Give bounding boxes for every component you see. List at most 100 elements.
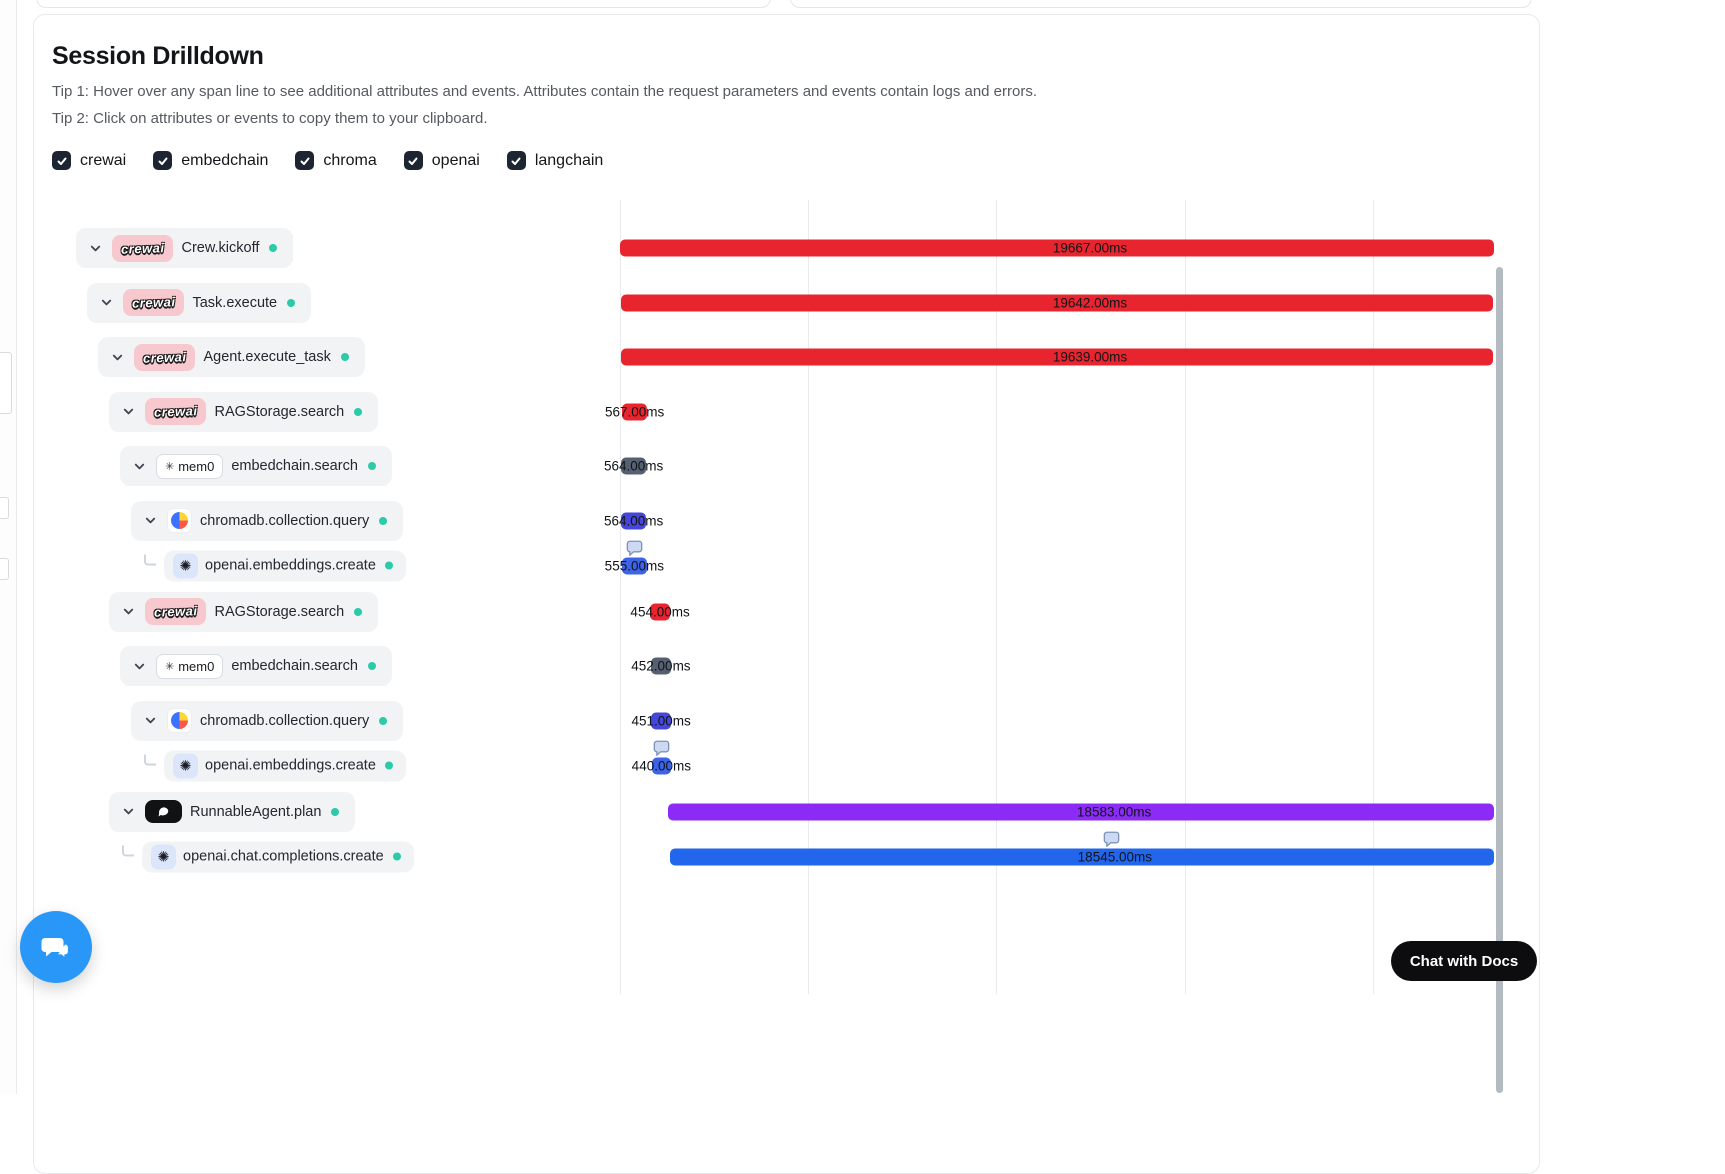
- chevron-down-icon[interactable]: [108, 348, 126, 366]
- tree-elbow-icon: [144, 554, 156, 566]
- span-duration-label: 19667.00ms: [1052, 240, 1128, 256]
- span-label-pill[interactable]: ✺ openai.embeddings.create: [164, 550, 406, 581]
- chevron-down-icon[interactable]: [141, 712, 159, 730]
- span-name: Task.execute: [192, 294, 278, 311]
- span-label-pill[interactable]: ✺ openai.embeddings.create: [164, 750, 406, 781]
- span-duration-bar[interactable]: [651, 712, 672, 729]
- chevron-down-icon[interactable]: [119, 803, 137, 821]
- span-label-pill[interactable]: chromadb.collection.query: [131, 500, 404, 541]
- event-bubble-icon[interactable]: [626, 540, 643, 557]
- vertical-scrollbar-thumb[interactable]: [1496, 267, 1503, 1093]
- filter-checkbox-openai[interactable]: [403, 151, 423, 170]
- trace-row: ✺ openai.embeddings.create 440.00ms: [0, 740, 1560, 788]
- chevron-down-icon[interactable]: [119, 403, 137, 421]
- span-duration-label: 452.00ms: [631, 658, 691, 674]
- span-duration-label: 454.00ms: [630, 604, 690, 619]
- filter-openai[interactable]: openai: [403, 151, 480, 170]
- span-label-pill[interactable]: crewai Crew.kickoff: [76, 228, 294, 268]
- span-label-pill[interactable]: crewai RAGStorage.search: [109, 591, 379, 632]
- status-dot: [367, 662, 376, 670]
- trace-row: ✺ openai.chat.completions.create 18545.00m…: [0, 831, 1560, 879]
- left-edge-fragment: [0, 497, 9, 519]
- span-duration-bar[interactable]: [668, 803, 1494, 820]
- filter-chroma[interactable]: chroma: [295, 151, 377, 170]
- top-card-stub-right: [790, 0, 1532, 8]
- span-duration-label: 564.00ms: [603, 513, 664, 528]
- span-duration-bar[interactable]: [620, 348, 1494, 366]
- filter-checkbox-crewai[interactable]: [52, 151, 71, 170]
- checkmark-icon: [300, 157, 310, 165]
- filter-label: chroma: [323, 151, 377, 169]
- chevron-down-icon[interactable]: [130, 657, 148, 675]
- span-duration-label: 19642.00ms: [1052, 295, 1128, 310]
- span-name: chromadb.collection.query: [200, 512, 370, 529]
- chat-widget-button[interactable]: [20, 911, 92, 983]
- trace-row: crewai Crew.kickoff 19667.00ms: [0, 226, 1560, 270]
- crewai-logo-badge: crewai: [123, 289, 185, 316]
- trace-waterfall: crewai Crew.kickoff 19667.00ms crewai Task.e…: [0, 200, 1725, 994]
- span-name: Crew.kickoff: [181, 240, 260, 256]
- chat-with-docs-button[interactable]: Chat with Docs: [1391, 941, 1537, 981]
- span-label-pill[interactable]: crewai Task.execute: [87, 282, 312, 323]
- mem0-logo-badge: ✳ mem0: [156, 453, 224, 479]
- span-duration-bar[interactable]: [621, 403, 648, 420]
- span-name: openai.chat.completions.create: [183, 848, 384, 865]
- filter-crewai[interactable]: crewai: [52, 151, 126, 170]
- chevron-down-icon[interactable]: [86, 239, 104, 257]
- crewai-logo-badge: crewai: [134, 343, 196, 371]
- span-duration-bar[interactable]: [621, 457, 647, 475]
- chevron-down-icon[interactable]: [119, 603, 137, 621]
- span-duration-label: 564.00ms: [603, 458, 664, 474]
- span-label-pill[interactable]: ✳ mem0 embedchain.search: [120, 646, 392, 686]
- library-filter-bar: crewai embedchain chroma openai langchain: [52, 151, 603, 170]
- timeline-gridline: [1373, 200, 1374, 994]
- filter-embedchain[interactable]: embedchain: [153, 151, 268, 170]
- trace-row: crewai Agent.execute_task 19639.00ms: [0, 335, 1560, 379]
- trace-row: ✺ openai.embeddings.create 555.00ms: [0, 540, 1560, 588]
- filter-checkbox-embedchain[interactable]: [153, 151, 173, 170]
- trace-row: chromadb.collection.query 451.00ms: [0, 699, 1560, 743]
- span-label-pill[interactable]: ✺ openai.chat.completions.create: [142, 841, 414, 872]
- span-duration-bar[interactable]: [620, 239, 1494, 257]
- span-name: chromadb.collection.query: [200, 712, 370, 729]
- span-event-bubble[interactable]: [653, 740, 670, 761]
- trace-row: RunnableAgent.plan 18583.00ms: [0, 790, 1560, 834]
- span-label-pill[interactable]: crewai Agent.execute_task: [98, 337, 365, 377]
- filter-checkbox-langchain[interactable]: [506, 151, 526, 170]
- filter-langchain[interactable]: langchain: [506, 151, 603, 170]
- crewai-logo-badge: crewai: [145, 598, 207, 625]
- span-duration-bar[interactable]: [669, 848, 1494, 865]
- tip-2-text: Tip 2: Click on attributes or events to …: [52, 110, 488, 127]
- span-duration-label: 18545.00ms: [1077, 849, 1152, 864]
- crewai-logo-badge: crewai: [145, 398, 207, 425]
- chevron-down-icon[interactable]: [130, 457, 148, 475]
- span-label-pill[interactable]: chromadb.collection.query: [131, 700, 404, 741]
- span-label-group: ✺ openai.chat.completions.create: [120, 841, 414, 872]
- chat-bubbles-icon: [41, 938, 70, 961]
- span-label-group: chromadb.collection.query: [131, 700, 404, 741]
- span-event-bubble[interactable]: [626, 540, 643, 561]
- span-duration-label: 567.00ms: [604, 404, 665, 419]
- span-duration-bar[interactable]: [620, 294, 1494, 311]
- span-name: embedchain.search: [231, 658, 358, 674]
- span-duration-bar[interactable]: [651, 757, 672, 774]
- chroma-logo-badge: [167, 708, 192, 733]
- filter-checkbox-chroma[interactable]: [295, 151, 315, 170]
- span-label-pill[interactable]: RunnableAgent.plan: [109, 791, 356, 832]
- span-label-group: crewai Crew.kickoff: [76, 228, 294, 268]
- openai-icon: ✺: [179, 757, 192, 773]
- event-bubble-icon[interactable]: [1103, 831, 1120, 848]
- event-bubble-icon[interactable]: [653, 740, 670, 757]
- span-label-pill[interactable]: crewai RAGStorage.search: [109, 391, 379, 432]
- span-duration-bar[interactable]: [621, 557, 647, 574]
- span-label-pill[interactable]: ✳ mem0 embedchain.search: [120, 446, 392, 486]
- chevron-down-icon[interactable]: [97, 294, 115, 312]
- span-duration-bar[interactable]: [621, 512, 647, 529]
- filter-label: openai: [431, 151, 480, 169]
- status-dot: [392, 852, 401, 861]
- timeline-gridline: [996, 200, 997, 994]
- chevron-down-icon[interactable]: [141, 512, 159, 530]
- span-event-bubble[interactable]: [1103, 831, 1120, 852]
- span-duration-bar[interactable]: [649, 603, 671, 620]
- span-duration-bar[interactable]: [650, 657, 671, 675]
